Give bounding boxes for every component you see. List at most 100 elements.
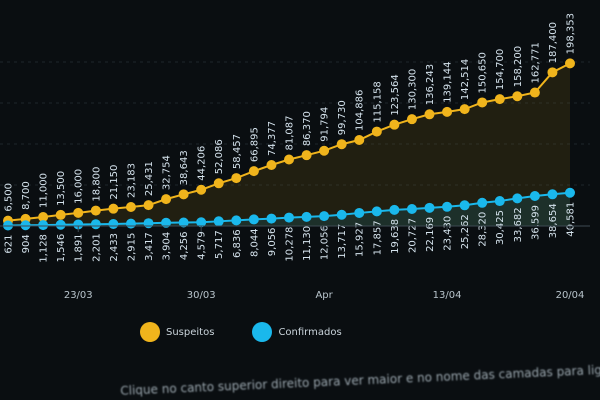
suspeitos-point <box>529 87 540 98</box>
suspeitos-point <box>125 201 136 212</box>
confirmados-point <box>284 212 294 223</box>
suspeitos-point <box>231 173 242 184</box>
suspeitos-data-label: 150,650 <box>478 52 489 93</box>
confirmados-point <box>406 204 417 215</box>
legend-item-confirmados[interactable]: Confirmados <box>252 322 342 342</box>
confirmados-data-label: 28,320 <box>478 212 489 247</box>
confirmados-data-label: 20,727 <box>407 218 418 253</box>
suspeitos-point <box>547 67 558 78</box>
suspeitos-data-label: 162,771 <box>530 42 541 83</box>
suspeitos-point <box>196 184 207 195</box>
data-labels: 6,500 8,700 11,000 13,500 16,000 18,800 21,150… <box>4 13 577 263</box>
suspeitos-point <box>442 106 453 117</box>
confirmados-data-label: 22,169 <box>425 217 436 252</box>
suspeitos-data-label: 198,353 <box>566 13 577 54</box>
suspeitos-data-label: 52,086 <box>214 139 225 174</box>
suspeitos-data-label: 123,564 <box>390 74 401 115</box>
confirmados-point <box>354 207 365 218</box>
confirmados-point <box>512 193 523 204</box>
confirmados-data-label: 904 <box>21 234 32 253</box>
confirmados-data-label: 3,417 <box>144 232 155 261</box>
footer-hint: Clique no canto superior direito para ve… <box>120 360 600 398</box>
confirmados-point <box>442 201 453 212</box>
confirmados-point <box>73 219 84 230</box>
suspeitos-data-label: 139,144 <box>443 62 454 103</box>
suspeitos-data-label: 158,200 <box>513 46 524 87</box>
suspeitos-point <box>161 194 172 205</box>
suspeitos-point <box>424 109 435 120</box>
confirmados-data-label: 33,682 <box>513 207 524 242</box>
confirmados-point <box>108 219 119 230</box>
confirmados-data-label: 30,425 <box>495 210 506 245</box>
confirmados-point <box>38 220 49 231</box>
confirmados-data-label: 23,430 <box>443 216 454 251</box>
suspeitos-point <box>371 126 382 137</box>
suspeitos-data-label: 32,754 <box>162 155 173 190</box>
confirmados-point <box>565 187 575 198</box>
confirmados-point <box>494 196 505 207</box>
confirmados-data-label: 11,130 <box>302 226 313 261</box>
confirmados-data-label: 15,927 <box>355 222 366 257</box>
suspeitos-point <box>248 166 259 177</box>
confirmados-point <box>196 217 207 228</box>
suspeitos-data-label: 6,500 <box>4 183 15 212</box>
suspeitos-point <box>389 119 400 130</box>
areas <box>8 63 570 226</box>
x-axis: 23/03 30/03 Apr 13/04 20/04 <box>0 225 590 301</box>
confirmados-legend-dot-icon <box>252 322 273 342</box>
x-tick-label: 13/04 <box>433 290 462 301</box>
confirmados-data-label: 5,717 <box>214 230 225 259</box>
confirmados-point <box>3 220 13 231</box>
confirmados-data-label: 2,201 <box>91 233 102 262</box>
confirmados-data-label: 6,836 <box>232 229 243 258</box>
suspeitos-data-label: 99,730 <box>337 100 348 135</box>
confirmados-data-label: 4,256 <box>179 232 190 261</box>
confirmados-point <box>125 218 136 229</box>
confirmados-point <box>213 216 224 227</box>
suspeitos-data-label: 18,800 <box>91 167 102 202</box>
suspeitos-point <box>108 203 119 214</box>
confirmados-data-label: 2,433 <box>109 233 120 262</box>
suspeitos-data-label: 86,370 <box>302 111 313 146</box>
suspeitos-data-label: 44,206 <box>197 146 208 181</box>
x-tick-label: 23/03 <box>64 290 93 301</box>
suspeitos-data-label: 58,457 <box>232 134 243 169</box>
suspeitos-data-label: 23,183 <box>126 163 137 198</box>
suspeitos-data-label: 66,895 <box>249 127 260 162</box>
suspeitos-data-label: 130,300 <box>407 69 418 110</box>
confirmados-point <box>529 190 540 201</box>
legend-item-suspeitos[interactable]: Suspeitos <box>140 322 214 342</box>
suspeitos-data-label: 11,000 <box>39 173 50 208</box>
confirmados-point <box>178 217 189 228</box>
suspeitos-point <box>73 207 84 218</box>
confirmados-point <box>20 220 31 231</box>
suspeitos-point <box>301 150 312 161</box>
legend: Suspeitos Confirmados <box>140 322 342 342</box>
suspeitos-data-label: 81,087 <box>285 116 296 151</box>
line-chart: 6,500 8,700 11,000 13,500 16,000 18,800 21,150… <box>0 13 590 301</box>
suspeitos-point <box>90 205 101 216</box>
suspeitos-data-label: 13,500 <box>56 171 67 206</box>
suspeitos-data-label: 154,700 <box>495 49 506 90</box>
x-tick-label: Apr <box>315 290 333 301</box>
confirmados-point <box>266 213 277 224</box>
x-tick-label: 20/04 <box>556 290 585 301</box>
confirmados-data-label: 4,579 <box>197 231 208 260</box>
confirmados-data-label: 10,278 <box>285 227 296 262</box>
suspeitos-data-label: 115,158 <box>372 81 383 122</box>
confirmados-point <box>371 206 382 217</box>
suspeitos-data-label: 136,243 <box>425 64 436 105</box>
confirmados-data-label: 9,056 <box>267 228 278 257</box>
confirmados-data-label: 25,262 <box>460 214 471 249</box>
confirmados-point <box>231 215 242 226</box>
grid <box>0 61 590 186</box>
confirmados-data-label: 17,857 <box>372 220 383 255</box>
suspeitos-point <box>354 134 365 145</box>
suspeitos-point <box>266 160 277 171</box>
suspeitos-point <box>55 209 66 220</box>
confirmados-point <box>248 214 259 225</box>
suspeitos-point <box>565 58 575 69</box>
suspeitos-data-label: 74,377 <box>267 121 278 156</box>
confirmados-point <box>319 211 330 222</box>
suspeitos-data-label: 104,886 <box>355 90 366 131</box>
